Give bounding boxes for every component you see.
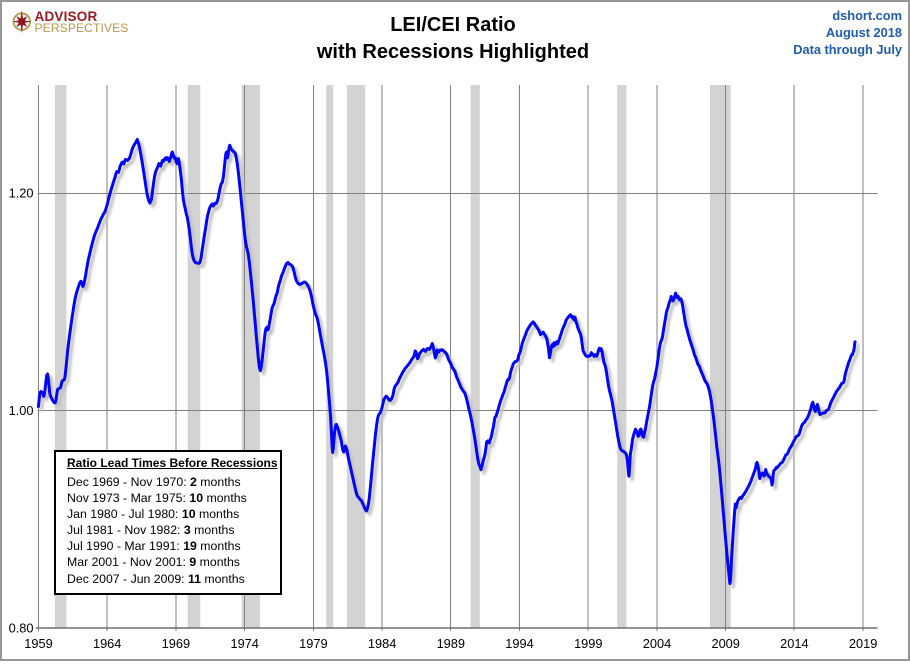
svg-text:1999: 1999 — [574, 636, 602, 651]
svg-text:1.20: 1.20 — [9, 186, 34, 201]
svg-text:0.80: 0.80 — [9, 621, 34, 636]
svg-text:2014: 2014 — [780, 636, 808, 651]
svg-text:2019: 2019 — [849, 636, 877, 651]
svg-text:1.00: 1.00 — [9, 403, 34, 418]
svg-text:1984: 1984 — [368, 636, 396, 651]
svg-text:2009: 2009 — [711, 636, 739, 651]
svg-text:1969: 1969 — [162, 636, 190, 651]
svg-text:1989: 1989 — [437, 636, 465, 651]
svg-text:1964: 1964 — [93, 636, 121, 651]
svg-text:1974: 1974 — [230, 636, 258, 651]
svg-text:1979: 1979 — [299, 636, 327, 651]
svg-text:1959: 1959 — [24, 636, 52, 651]
svg-text:2004: 2004 — [643, 636, 671, 651]
svg-text:1994: 1994 — [505, 636, 533, 651]
